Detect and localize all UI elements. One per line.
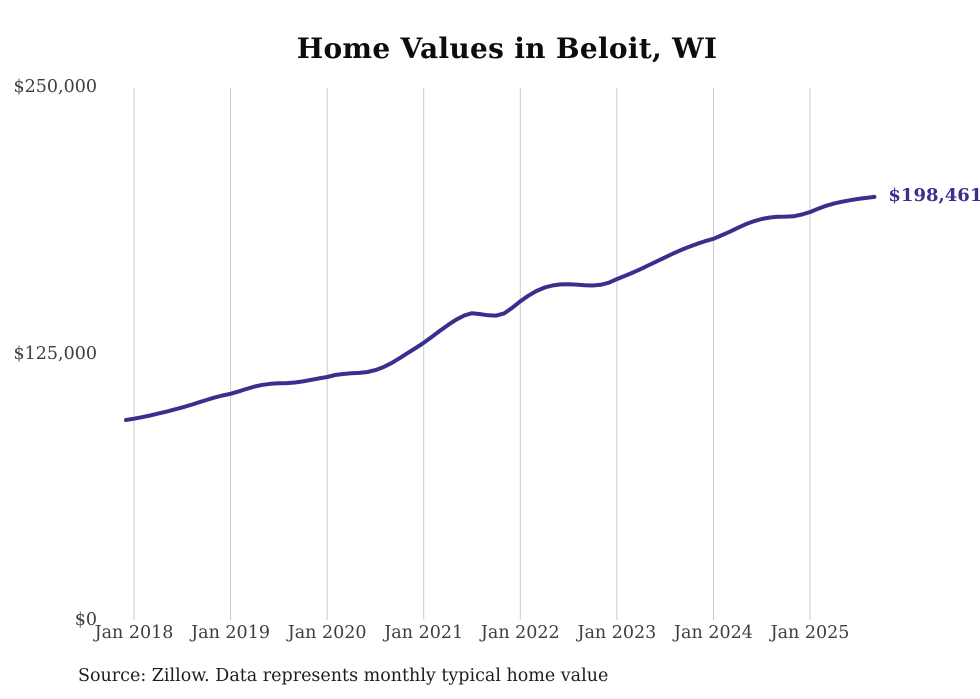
x-tick-label: Jan 2022 bbox=[480, 623, 560, 643]
home-value-line bbox=[124, 194, 877, 422]
x-axis: Jan 2018 Jan 2019 Jan 2020 Jan 2021 Jan 2022… bbox=[0, 623, 980, 649]
y-axis: $250,000 $125,000 $0 bbox=[0, 0, 97, 699]
x-tick-label: Jan 2021 bbox=[384, 623, 464, 643]
x-tick-label: Jan 2018 bbox=[94, 623, 174, 643]
source-note: Source: Zillow. Data represents monthly … bbox=[78, 666, 609, 686]
y-tick-label: $0 bbox=[74, 610, 97, 630]
y-tick-label: $125,000 bbox=[13, 343, 97, 364]
y-tick-label: $250,000 bbox=[13, 77, 97, 97]
x-tick-label: Jan 2024 bbox=[674, 623, 753, 643]
chart-title: Home Values in Beloit, WI bbox=[296, 32, 718, 65]
x-tick-label: Jan 2019 bbox=[191, 623, 270, 643]
x-tick-label: Jan 2023 bbox=[577, 623, 657, 643]
latest-value-label: $198,461 bbox=[888, 184, 980, 206]
x-tick-label: Jan 2020 bbox=[287, 623, 367, 643]
x-tick-label: Jan 2025 bbox=[770, 623, 850, 643]
